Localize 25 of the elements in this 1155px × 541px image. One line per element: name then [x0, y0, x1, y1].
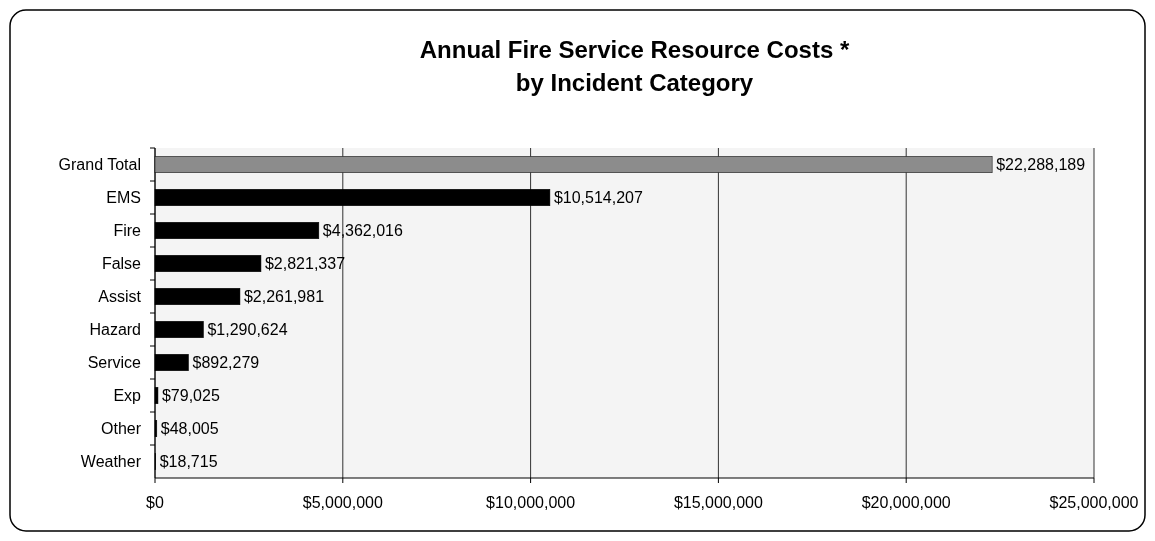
data-label: $892,279 [192, 354, 260, 372]
y-tick-label: Exp [113, 387, 142, 405]
y-tick-label: Assist [98, 288, 142, 306]
y-tick-label: Other [100, 420, 142, 438]
x-tick-label: $25,000,000 [1049, 494, 1139, 511]
y-tick-label: Weather [80, 453, 142, 471]
data-label: $1,290,624 [207, 321, 288, 339]
x-tick-label: $0 [146, 494, 164, 511]
y-tick-label: False [101, 255, 142, 273]
y-tick-label: Service [87, 354, 142, 372]
data-label: $22,288,189 [996, 156, 1086, 174]
data-label: $18,715 [159, 453, 218, 471]
data-label: $79,025 [161, 387, 220, 405]
y-tick-label: Fire [113, 222, 142, 240]
x-tick-label: $10,000,000 [486, 494, 576, 511]
y-tick-label: Hazard [89, 321, 141, 339]
x-tick-label: $5,000,000 [302, 494, 383, 511]
data-label: $10,514,207 [553, 189, 643, 207]
y-tick-label: EMS [106, 189, 141, 207]
y-tick-label: Grand Total [58, 156, 141, 174]
data-label: $2,261,981 [243, 288, 325, 306]
data-label: $48,005 [160, 420, 219, 438]
x-tick-label: $20,000,000 [861, 494, 951, 511]
chart-title: Annual Fire Service Resource Costs * by Incident Category [419, 36, 850, 96]
x-tick-label: $15,000,000 [673, 494, 763, 511]
